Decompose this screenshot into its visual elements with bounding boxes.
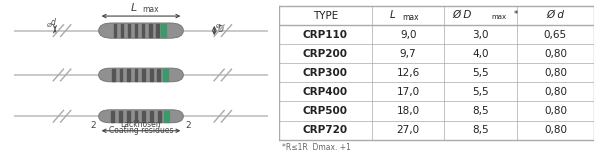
Bar [149,69,152,81]
Bar [158,110,161,122]
Text: max: max [402,13,418,22]
Text: 0,80: 0,80 [544,106,567,116]
Text: Lackhosen: Lackhosen [121,120,161,129]
Bar [134,69,137,81]
Bar [142,69,145,81]
Text: Ø: Ø [46,22,51,28]
Bar [128,24,130,37]
Bar [112,110,114,122]
Text: *R≤1R  Dmax. +1: *R≤1R Dmax. +1 [282,143,351,152]
Text: L: L [390,10,395,20]
Text: 2: 2 [91,121,97,129]
Text: 8,5: 8,5 [472,106,489,116]
FancyBboxPatch shape [99,23,184,38]
Text: CRP110: CRP110 [303,30,348,40]
Bar [134,110,137,122]
Text: 0,80: 0,80 [544,125,567,135]
Bar [112,69,115,81]
Bar [163,69,168,81]
Text: 27,0: 27,0 [397,125,420,135]
Bar [156,24,158,37]
Text: 0,65: 0,65 [544,30,567,40]
Bar [157,69,160,81]
Text: CRP300: CRP300 [303,68,348,78]
Text: CRP500: CRP500 [303,106,348,116]
Text: TYPE: TYPE [313,11,338,21]
Text: D: D [218,25,224,34]
Bar [113,24,116,37]
Text: 8,5: 8,5 [472,125,489,135]
Text: 2: 2 [185,121,191,129]
Text: L: L [131,3,137,13]
Text: Ø: Ø [216,24,221,29]
FancyBboxPatch shape [99,110,184,123]
Text: 5,5: 5,5 [472,68,489,78]
Bar [142,24,145,37]
Text: 12,6: 12,6 [397,68,420,78]
Text: max: max [491,14,507,20]
Bar [127,110,130,122]
Text: 5,5: 5,5 [472,87,489,97]
Text: CRP200: CRP200 [303,49,348,59]
Text: max: max [142,5,159,14]
Text: 0,80: 0,80 [544,68,567,78]
Text: d: d [50,18,55,27]
Bar [150,110,153,122]
Bar [127,69,130,81]
Bar [119,110,122,122]
Bar [161,24,166,37]
Text: 9,7: 9,7 [400,49,416,59]
Bar [149,24,152,37]
Text: 18,0: 18,0 [397,106,420,116]
Text: 17,0: 17,0 [397,87,420,97]
Text: 3,0: 3,0 [472,30,489,40]
Text: Coating residues: Coating residues [109,126,173,135]
Bar [142,110,145,122]
Bar [121,24,124,37]
FancyBboxPatch shape [99,68,184,82]
Text: CRP720: CRP720 [303,125,348,135]
Bar [119,69,122,81]
Text: 0,80: 0,80 [544,49,567,59]
Text: Ø d: Ø d [547,10,565,20]
Text: 0,80: 0,80 [544,87,567,97]
Bar [134,24,137,37]
Text: Ø D: Ø D [452,10,472,20]
Bar [164,110,169,122]
Text: 9,0: 9,0 [400,30,416,40]
Text: 4,0: 4,0 [472,49,489,59]
Text: CRP400: CRP400 [303,87,348,97]
Text: *: * [514,10,518,19]
